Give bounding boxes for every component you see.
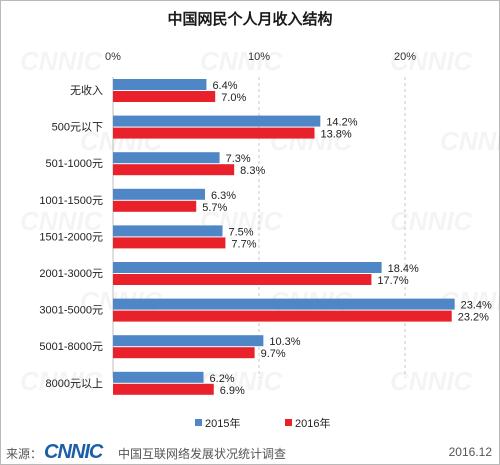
- watermark-text: CNNIC: [390, 206, 474, 236]
- watermark-text: CNNIC: [200, 366, 284, 396]
- source-organization: 中国互联网络发展状况统计调查: [118, 447, 287, 461]
- bar-2016: [113, 200, 197, 212]
- legend-label: 2015年: [205, 416, 240, 430]
- legend-swatch: [285, 419, 292, 426]
- watermark-text: CNNIC: [20, 46, 104, 76]
- category-label: 1501-2000元: [39, 231, 103, 243]
- legend: 2015年 2016年: [195, 416, 330, 430]
- watermark-text: CNNIC: [20, 366, 104, 396]
- data-label: 14.2%: [326, 117, 357, 129]
- watermark-text: CNNIC: [200, 46, 284, 76]
- data-label: 6.4%: [212, 80, 237, 92]
- bar-2015: [113, 225, 223, 237]
- bar-2016: [113, 347, 255, 359]
- data-label: 6.9%: [220, 385, 245, 397]
- bar-2016: [113, 274, 372, 285]
- x-tick-label: 20%: [394, 51, 416, 63]
- bar-2016: [113, 164, 235, 176]
- bar-2015: [113, 152, 220, 164]
- bar-2015: [113, 335, 264, 347]
- watermark-text: CNNIC: [20, 206, 104, 236]
- data-label: 6.2%: [210, 373, 235, 385]
- data-label: 5.7%: [202, 202, 227, 214]
- bar-2016: [113, 127, 315, 139]
- data-label: 9.7%: [261, 348, 286, 360]
- bar-2016: [113, 91, 216, 102]
- data-labels: 6.4%7.0% 14.2%13.8% 7.3%8.3% 6.3%5.7%7.5%7.…: [202, 80, 492, 397]
- bar-2015: [113, 262, 382, 273]
- bar-2015: [113, 298, 455, 310]
- category-label: 无收入: [70, 83, 103, 97]
- category-label: 501-1000元: [46, 158, 104, 170]
- data-label: 6.3%: [211, 190, 236, 202]
- footer: 来源： CNNIC 中国互联网络发展状况统计调查 2016.12: [0, 441, 500, 465]
- legend-swatch: [195, 419, 202, 426]
- category-label: 1001-1500元: [39, 195, 103, 207]
- category-label: 3001-5000元: [39, 305, 103, 317]
- bar-2016: [113, 237, 226, 249]
- category-label: 2001-3000元: [39, 268, 103, 280]
- category-label: 5001-8000元: [39, 341, 103, 353]
- report-date: 2016.12: [448, 445, 492, 459]
- data-label: 18.4%: [388, 263, 419, 275]
- data-label: 7.0%: [221, 92, 246, 104]
- bars: [113, 79, 455, 395]
- bar-2016: [113, 310, 452, 322]
- data-label: 7.7%: [231, 238, 256, 250]
- chart-title: 中国网民个人月收入结构: [167, 10, 332, 28]
- data-label: 13.8%: [320, 129, 351, 141]
- watermark-text: CNNIC: [390, 46, 474, 76]
- category-label: 8000元以上: [46, 377, 103, 390]
- data-label: 7.5%: [229, 226, 254, 238]
- x-tick-label: 0%: [105, 51, 121, 63]
- source-label: 来源：: [6, 447, 43, 461]
- bar-2016: [113, 383, 214, 395]
- x-tick-label: 10%: [248, 51, 270, 63]
- watermark-text: CNNIC: [390, 366, 474, 396]
- data-label: 23.2%: [458, 312, 489, 324]
- data-label: 7.3%: [226, 153, 251, 165]
- data-label: 23.4%: [461, 300, 492, 312]
- watermark-text: CNNIC: [440, 126, 500, 156]
- bar-chart: CNNIC CNNIC CNNIC CNNIC CNNIC CNNIC CNNIC CNNIC…: [20, 10, 500, 430]
- bar-2015: [113, 371, 204, 383]
- data-label: 17.7%: [377, 275, 408, 287]
- legend-label: 2016年: [295, 416, 330, 430]
- bar-2015: [113, 188, 205, 200]
- bar-2015: [113, 79, 207, 90]
- data-label: 10.3%: [269, 336, 300, 348]
- data-label: 8.3%: [240, 165, 265, 177]
- cnnic-logo: CNNIC: [44, 441, 103, 463]
- category-labels: 无收入 500元以下 501-1000元 1001-1500元 1501-2000元 20…: [39, 83, 103, 390]
- bar-2015: [113, 115, 321, 127]
- category-label: 500元以下: [52, 122, 103, 134]
- x-axis-ticks: 0% 10% 20%: [105, 51, 416, 63]
